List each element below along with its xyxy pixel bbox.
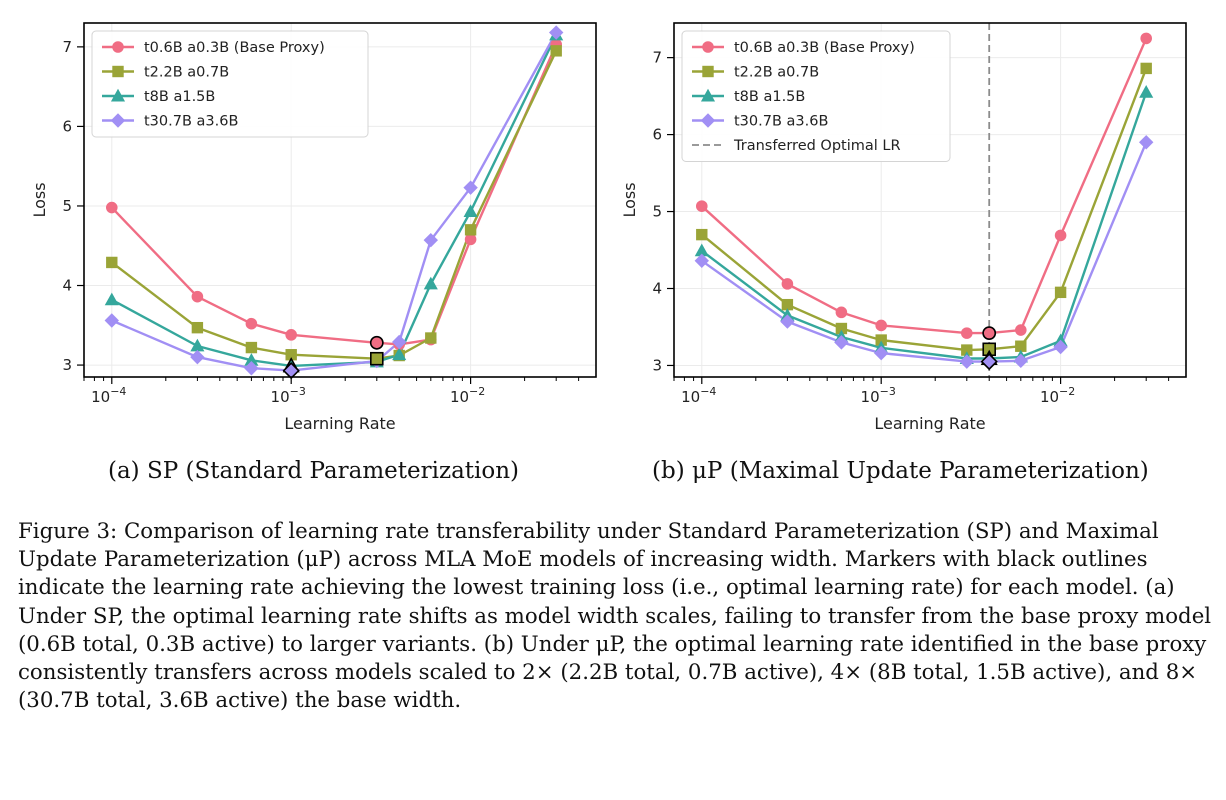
- caption-text: Figure 3: Comparison of learning rate tr…: [18, 519, 1212, 714]
- data-point: [191, 321, 204, 334]
- data-point: [463, 180, 478, 195]
- optimal-point: [370, 351, 384, 366]
- legend-marker: [112, 41, 124, 53]
- data-point: [960, 327, 973, 339]
- data-point: [959, 354, 975, 369]
- data-point: [190, 349, 205, 365]
- data-point: [1054, 286, 1067, 299]
- legend-label: t30.7B a3.6B: [144, 114, 238, 130]
- data-point: [244, 361, 259, 376]
- data-point: [285, 329, 297, 341]
- optimal-point: [369, 335, 384, 350]
- legend-marker: [110, 88, 126, 102]
- data-point: [835, 306, 848, 319]
- data-point: [1015, 324, 1027, 336]
- data-point: [392, 347, 407, 361]
- data-point: [190, 338, 205, 352]
- data-point: [834, 335, 849, 350]
- y-tick-label: 7: [62, 38, 72, 56]
- y-tick-label: 4: [62, 277, 72, 295]
- data-point: [696, 228, 708, 241]
- optimal-point: [980, 353, 998, 371]
- plot-frame: [673, 22, 1187, 378]
- data-point: [392, 334, 407, 350]
- data-point: [245, 341, 258, 354]
- legend-label: t0.6B a0.3B (Base Proxy): [734, 40, 915, 56]
- y-axis-label: Loss: [620, 182, 639, 217]
- data-point: [1140, 32, 1152, 45]
- data-point: [105, 201, 118, 214]
- y-tick-label: 4: [652, 280, 662, 298]
- data-point: [550, 45, 562, 57]
- y-tick-label: 3: [62, 356, 72, 374]
- figure-charts: 10−4 10−3 10−2 3 4 5 6 7 Learning Rate Loss t0.6B …: [30, 22, 1187, 433]
- optimal-point: [282, 362, 300, 380]
- data-point: [245, 317, 258, 330]
- data-point: [104, 292, 119, 306]
- y-tick-label: 6: [652, 126, 662, 144]
- data-point: [1054, 229, 1067, 242]
- legend-label: Transferred Optimal LR: [733, 138, 901, 154]
- chart-panel-a: 10−4 10−3 10−2 3 4 5 6 7 Learning Rate Loss t0.6B …: [30, 22, 597, 433]
- legend-box: [91, 30, 369, 138]
- data-point: [548, 25, 564, 40]
- data-point: [464, 224, 477, 236]
- data-point: [104, 313, 119, 328]
- subcaption-a: (a) SP (Standard Parameterization): [108, 458, 520, 484]
- legend-marker: [702, 41, 714, 53]
- chart-panel-b: 10−4 10−3 10−2 3 4 5 6 7 Learning Rate Loss t0.6B …: [620, 22, 1187, 433]
- legend-marker: [112, 65, 124, 78]
- legend-marker: [700, 113, 716, 128]
- data-point: [191, 290, 204, 303]
- legend-label: t8B a1.5B: [734, 89, 805, 105]
- y-axis-label: Loss: [30, 182, 49, 217]
- legend-marker: [110, 113, 126, 128]
- legend-label: t0.6B a0.3B (Base Proxy): [144, 40, 325, 56]
- data-point: [463, 204, 478, 217]
- x-tick-label: 10−3: [271, 385, 306, 406]
- legend-label: t8B a1.5B: [144, 89, 215, 105]
- data-point: [875, 319, 887, 332]
- data-point: [781, 278, 794, 290]
- x-tick-label: 10−4: [681, 385, 716, 406]
- data-point: [464, 233, 477, 246]
- legend-label: t2.2B a0.7B: [144, 65, 229, 81]
- x-axis-label: Learning Rate: [284, 414, 395, 433]
- plot-frame: [83, 22, 597, 378]
- data-point: [1138, 135, 1154, 150]
- figure-caption: Figure 3: Comparison of learning rate tr…: [18, 518, 1214, 715]
- data-point: [423, 276, 438, 290]
- legend-marker: [702, 65, 714, 78]
- data-point: [1013, 353, 1029, 369]
- y-tick-label: 5: [652, 203, 662, 221]
- data-point: [780, 314, 795, 329]
- data-point: [694, 253, 709, 269]
- x-tick-label: 10−2: [1040, 385, 1075, 406]
- legend-marker: [700, 88, 716, 102]
- x-tick-label: 10−4: [91, 385, 126, 406]
- x-tick-label: 10−2: [450, 385, 485, 406]
- x-axis-label: Learning Rate: [874, 414, 985, 433]
- x-tick-label: 10−3: [861, 385, 896, 406]
- y-tick-label: 5: [62, 197, 72, 215]
- y-tick-label: 7: [652, 49, 662, 67]
- data-point: [873, 345, 889, 361]
- optimal-point: [982, 326, 997, 341]
- data-point: [425, 332, 437, 344]
- data-point: [1140, 62, 1152, 75]
- data-point: [106, 256, 118, 269]
- legend-label: t2.2B a0.7B: [734, 65, 819, 81]
- data-point: [1053, 339, 1068, 355]
- y-tick-label: 3: [652, 356, 662, 374]
- data-point: [1139, 85, 1154, 98]
- legend-label: t30.7B a3.6B: [734, 114, 828, 130]
- subcaption-b: (b) μP (Maximal Update Parameterization): [652, 458, 1149, 484]
- legend-box: [681, 30, 951, 162]
- data-point: [695, 200, 708, 212]
- data-point: [423, 232, 439, 248]
- y-tick-label: 6: [62, 117, 72, 135]
